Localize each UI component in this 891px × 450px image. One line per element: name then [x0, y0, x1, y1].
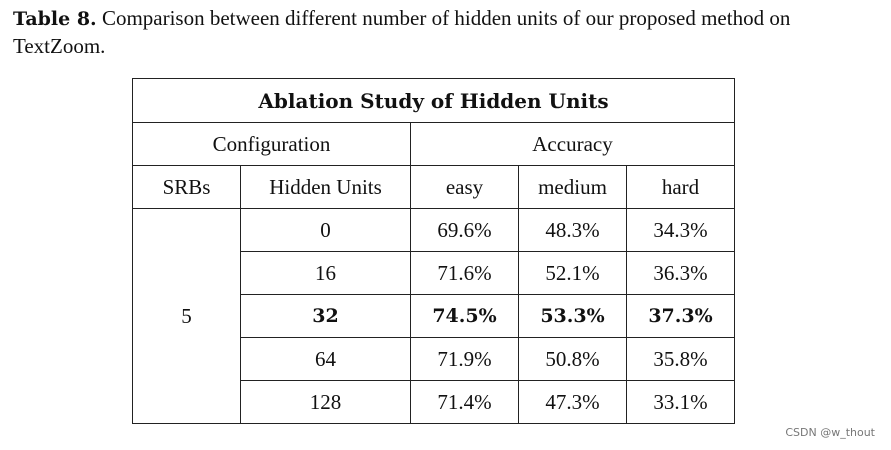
caption-label: Table 8.: [13, 8, 97, 30]
accuracy-header: Accuracy: [410, 122, 735, 166]
easy-cell: 71.4%: [410, 380, 519, 424]
table-row: 128 71.4% 47.3% 33.1%: [133, 380, 735, 424]
hidden-units-cell: 32: [240, 294, 411, 338]
easy-cell: 69.6%: [410, 208, 519, 252]
hidden-units-cell: 64: [240, 337, 411, 381]
hidden-units-cell: 0: [240, 208, 411, 252]
table-title: Ablation Study of Hidden Units: [132, 78, 735, 123]
srbs-value: 5: [132, 208, 241, 424]
medium-cell: 50.8%: [518, 337, 627, 381]
watermark: CSDN @w_thout: [785, 426, 875, 439]
table-row: 5 0 69.6% 48.3% 34.3%: [132, 208, 735, 424]
hard-cell: 35.8%: [626, 337, 735, 381]
column-header-easy: easy: [410, 165, 519, 209]
hard-cell: 37.3%: [626, 294, 735, 338]
hidden-units-cell: 128: [240, 380, 411, 424]
hidden-units-cell: 16: [240, 251, 411, 295]
column-header-srbs: SRBs: [132, 165, 241, 209]
easy-cell: 71.6%: [410, 251, 519, 295]
easy-cell: 74.5%: [410, 294, 519, 338]
column-header-hard: hard: [626, 165, 735, 209]
configuration-header: Configuration: [132, 122, 411, 166]
medium-cell: 47.3%: [518, 380, 627, 424]
medium-cell: 48.3%: [518, 208, 627, 252]
column-header-hidden-units: Hidden Units: [240, 165, 411, 209]
hard-cell: 33.1%: [626, 380, 735, 424]
table-row: 64 71.9% 50.8% 35.8%: [133, 337, 735, 381]
hard-cell: 36.3%: [626, 251, 735, 295]
medium-cell: 52.1%: [518, 251, 627, 295]
medium-cell: 53.3%: [518, 294, 627, 338]
column-header-medium: medium: [518, 165, 627, 209]
table-row: 16 71.6% 52.1% 36.3%: [133, 251, 735, 295]
easy-cell: 71.9%: [410, 337, 519, 381]
caption-text: Comparison between different number of h…: [13, 6, 791, 58]
hard-cell: 34.3%: [626, 208, 735, 252]
table-caption: Table 8. Comparison between different nu…: [13, 5, 883, 60]
ablation-table: Ablation Study of Hidden Units Configura…: [132, 78, 735, 424]
